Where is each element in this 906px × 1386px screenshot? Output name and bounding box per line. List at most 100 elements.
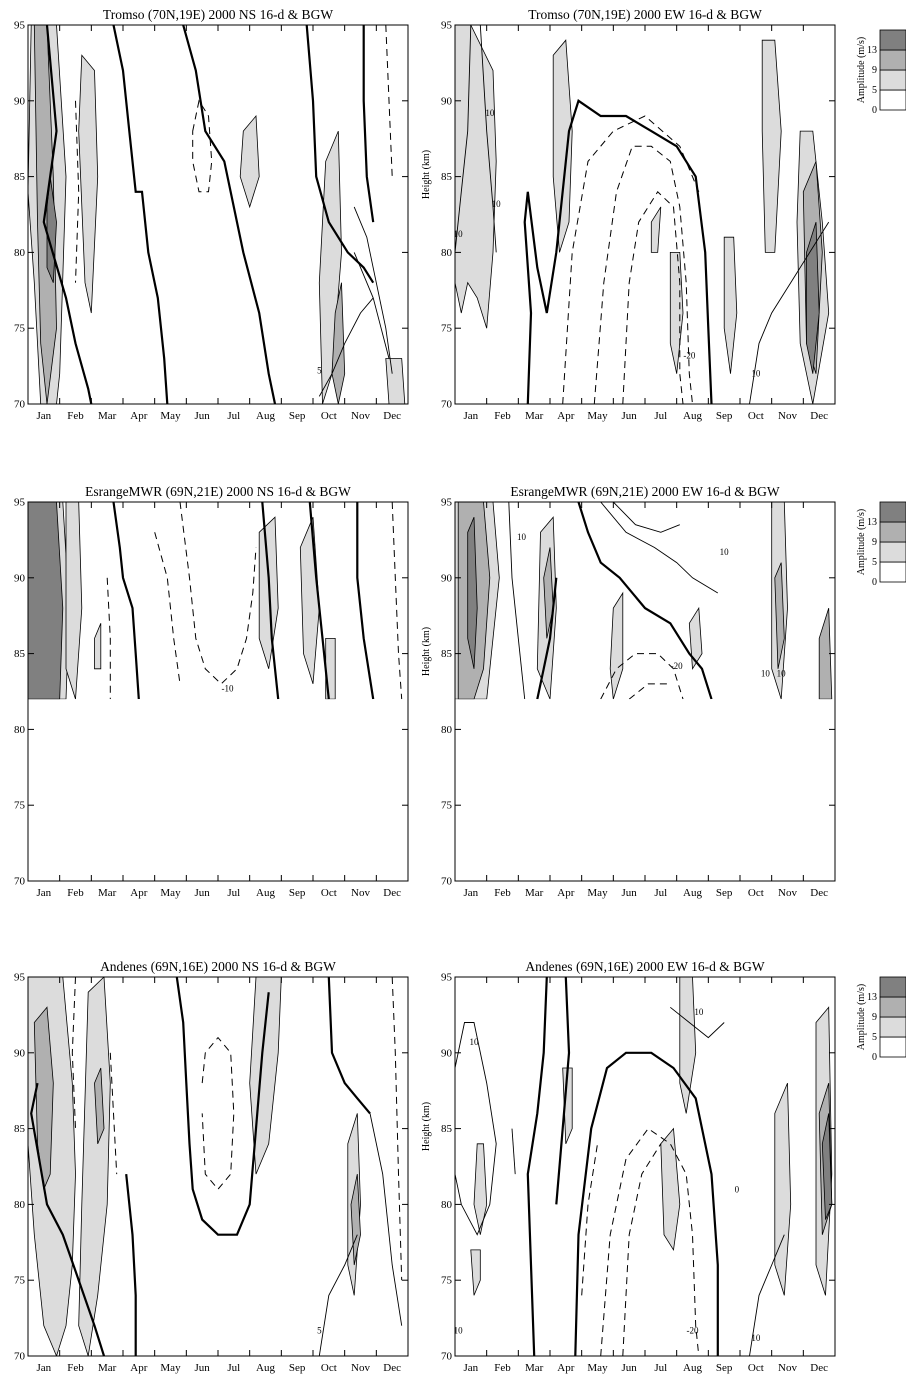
month-label: Mar — [98, 887, 117, 899]
month-label: May — [587, 410, 608, 422]
legend-swatch — [879, 996, 906, 1018]
month-label: Jan — [463, 887, 478, 899]
contour-label: 10 — [751, 369, 761, 379]
contour-label: -20 — [671, 661, 683, 671]
month-label: May — [587, 887, 608, 899]
amplitude-region — [660, 1127, 681, 1252]
panel-3: 10 10 -20 10 10 70 75 80 85 90 95 Jan Feb Mar Apr May Ju… — [421, 484, 836, 899]
zero-wind-contour — [305, 25, 375, 284]
amplitude-region — [467, 517, 478, 669]
legend-level: 13 — [867, 517, 877, 528]
zero-wind-contour — [42, 25, 93, 404]
month-label: Apr — [557, 887, 574, 899]
negative-wind-contour — [385, 25, 393, 177]
month-label: Dec — [810, 410, 828, 422]
y-tick-label: 95 — [441, 972, 453, 984]
amplitude-region — [818, 607, 833, 700]
legend-title: Amplitude (m/s) — [856, 509, 867, 575]
positive-wind-contour — [749, 221, 830, 404]
panel-title: EsrangeMWR (69N,21E) 2000 NS 16-d & BGW — [85, 484, 351, 499]
month-label: Dec — [383, 1362, 401, 1374]
negative-wind-contour — [600, 653, 684, 700]
negative-wind-contour — [562, 115, 700, 404]
negative-wind-contour — [75, 100, 80, 283]
contour-field — [455, 502, 833, 700]
negative-wind-contour — [391, 502, 403, 700]
contour-field — [455, 977, 833, 1356]
panel-title: Tromso (70N,19E) 2000 EW 16-d & BGW — [528, 7, 762, 22]
zero-wind-contour — [523, 99, 713, 404]
zero-wind-contour — [574, 1051, 719, 1356]
month-label: Jun — [622, 410, 638, 422]
y-axis-label: Height (km) — [421, 1102, 432, 1151]
positive-wind-contour — [369, 1113, 403, 1326]
month-label: Dec — [383, 887, 401, 899]
month-label: Feb — [494, 1362, 511, 1374]
y-tick-label: 90 — [14, 572, 26, 584]
y-tick-label: 90 — [441, 95, 453, 107]
negative-wind-contour — [622, 191, 684, 404]
y-tick-label: 70 — [441, 876, 453, 888]
y-tick-label: 95 — [14, 972, 26, 984]
positive-wind-contour — [318, 1234, 358, 1356]
amplitude-region — [761, 39, 782, 253]
month-label: Mar — [525, 1362, 544, 1374]
zero-wind-contour — [261, 502, 280, 700]
month-label: Aug — [256, 1362, 275, 1374]
amplitude-region — [94, 1067, 105, 1144]
y-tick-label: 85 — [14, 648, 26, 660]
amplitude-region — [299, 517, 320, 685]
month-label: Apr — [130, 887, 147, 899]
negative-wind-contour — [593, 145, 693, 404]
month-label: Nov — [778, 887, 797, 899]
month-label: Sep — [289, 410, 306, 422]
zero-wind-contour — [526, 977, 548, 1356]
month-label: Feb — [67, 887, 84, 899]
contour-label: 10 — [485, 108, 495, 118]
amplitude-region — [239, 114, 260, 209]
contour-label: 10 — [517, 532, 527, 542]
legend-swatch — [879, 541, 906, 563]
y-tick-label: 70 — [14, 399, 26, 411]
y-tick-label: 75 — [441, 1275, 453, 1287]
zero-wind-contour — [112, 25, 169, 404]
month-label: Apr — [557, 1362, 574, 1374]
month-label: Jun — [195, 887, 211, 899]
month-label: Nov — [351, 410, 370, 422]
contour-label: 10 — [492, 199, 502, 209]
contour-label: 10 — [720, 547, 730, 557]
y-tick-label: 95 — [441, 497, 453, 509]
panel-5: 10 10 10 -20 10 0 70 75 80 85 90 95 Jan Feb Mar Apr May J… — [421, 959, 836, 1374]
month-label: Jan — [36, 410, 51, 422]
zero-wind-contour — [577, 502, 713, 700]
y-tick-label: 85 — [441, 171, 453, 183]
negative-wind-contour — [71, 977, 76, 1129]
month-label: Aug — [256, 410, 275, 422]
zero-wind-contour — [182, 25, 277, 404]
negative-wind-contour — [109, 1052, 118, 1175]
month-label: Jan — [463, 410, 478, 422]
legend-level: 9 — [872, 65, 877, 76]
amplitude-region — [679, 977, 697, 1114]
legend-swatch — [879, 561, 906, 583]
amplitude-region — [331, 282, 346, 404]
month-label: Dec — [810, 1362, 828, 1374]
contour-label: -10 — [222, 684, 234, 694]
month-label: Jul — [227, 1362, 240, 1374]
zero-wind-contour — [327, 977, 371, 1115]
month-label: Jan — [463, 1362, 478, 1374]
month-label: Apr — [557, 410, 574, 422]
contour-label: -20 — [683, 351, 695, 361]
positive-wind-contour — [600, 502, 719, 594]
y-tick-label: 70 — [441, 399, 453, 411]
amplitude-region — [470, 1249, 481, 1296]
amplitude-region — [774, 562, 785, 669]
month-label: Feb — [67, 1362, 84, 1374]
panel-4: 5 70 75 80 85 90 95 Jan Feb Mar Apr May Jun Jul Aug Sep… — [14, 959, 409, 1374]
legend-level: 13 — [867, 992, 877, 1003]
month-label: Sep — [716, 410, 733, 422]
month-label: Jul — [654, 887, 667, 899]
